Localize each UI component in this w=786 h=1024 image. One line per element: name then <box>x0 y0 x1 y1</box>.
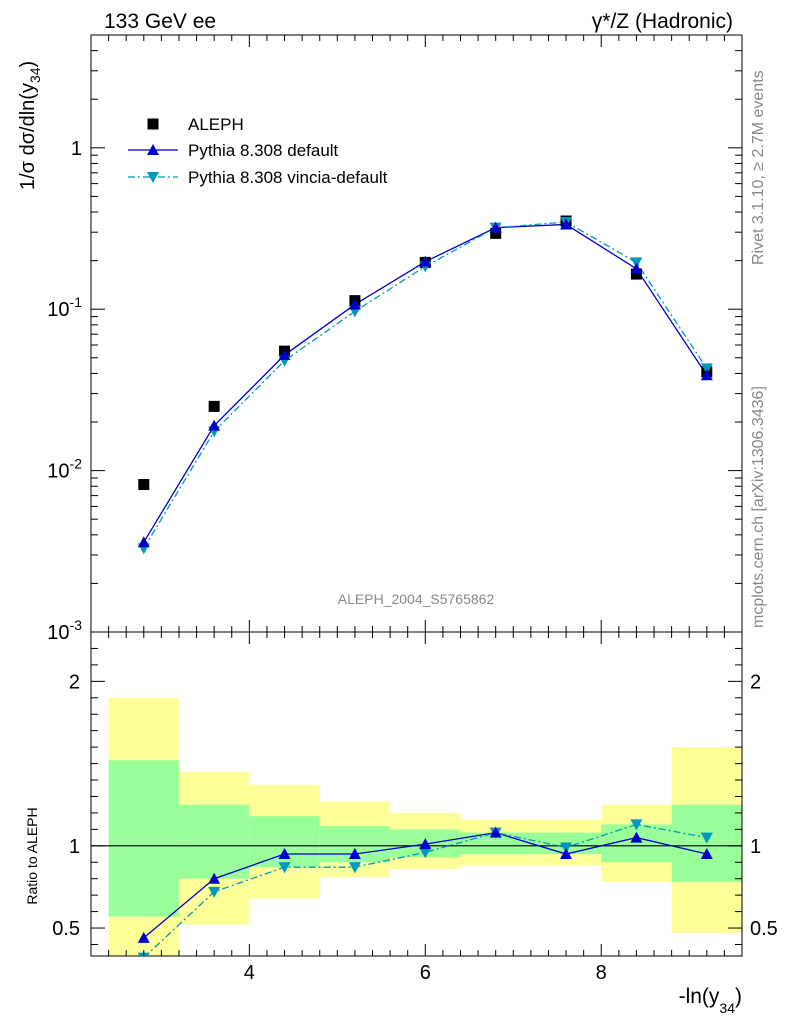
x-tick-label: 6 <box>420 962 431 984</box>
ratio-y-tick-label-right: 1 <box>750 836 761 858</box>
ratio-default-point <box>278 848 291 860</box>
band-inner-0 <box>108 760 179 917</box>
ratio-vincia-point <box>700 832 713 844</box>
ratio-y-tick-label-right: 0.5 <box>750 918 778 940</box>
header-right: γ*/Z (Hadronic) <box>592 10 733 33</box>
legend-aleph-marker <box>147 118 159 130</box>
y-tick-label: 10-1 <box>47 294 82 321</box>
default-point <box>700 369 713 381</box>
ratio-default-point <box>560 848 573 860</box>
legend: ALEPH Pythia 8.308 default Pythia 8.308 vi… <box>128 115 388 187</box>
default-point <box>489 221 502 233</box>
ratio-default-point <box>348 848 361 860</box>
default-point <box>208 419 221 431</box>
x-tick-label: 8 <box>596 962 607 984</box>
ratio-vincia-point <box>278 862 291 874</box>
ratio-default-point <box>419 838 432 850</box>
ratio-default-point <box>137 931 150 943</box>
analysis-watermark: ALEPH_2004_S5765862 <box>338 591 495 607</box>
aleph-point <box>630 268 642 280</box>
default-point <box>137 536 150 548</box>
main-y-axis-title: 1/σ dσ/dln(y34) <box>17 61 43 190</box>
ratio-vincia-point <box>630 819 643 831</box>
aleph-point <box>138 479 150 491</box>
ratio-vincia-point <box>419 847 432 859</box>
legend-label: Pythia 8.308 vincia-default <box>188 168 388 187</box>
ratio-y-axis-title: Ratio to ALEPH <box>24 807 40 904</box>
legend-label: Pythia 8.308 default <box>188 141 339 160</box>
series-layer <box>137 215 713 956</box>
ratio-vincia-line <box>144 823 707 956</box>
ratio-vincia-point <box>560 842 573 854</box>
ratio-y-tick-label-left: 1 <box>69 836 80 858</box>
ratio-y-tick-label-left: 0.5 <box>52 918 80 940</box>
default-point <box>560 218 573 230</box>
rivet-label: Rivet 3.1.10, ≥ 2.7M events <box>750 70 767 265</box>
ratio-series <box>137 819 713 956</box>
y-tick-label: 1 <box>71 138 82 160</box>
mcplots-label: mcplots.cern.ch [arXiv:1306.3436] <box>750 386 767 628</box>
ratio-y-tick-label-left: 2 <box>69 671 80 693</box>
legend-default-marker <box>147 144 159 155</box>
header-left: 133 GeV ee <box>104 10 216 33</box>
ratio-default-point <box>489 826 502 838</box>
ratio-bands <box>108 697 742 956</box>
default-point <box>348 298 361 310</box>
ratio-plot-frame <box>90 631 743 957</box>
legend-label: ALEPH <box>188 115 244 134</box>
ratio-vincia-point <box>348 862 361 874</box>
default-point <box>630 262 643 274</box>
x-axis-title: -ln(y34) <box>679 985 742 1016</box>
axis-ticks: 4 6 8 10-3 10-2 10-1 1 0.5 0.5 1 1 2 2 <box>47 34 778 984</box>
vincia-point <box>700 363 713 375</box>
ratio-default-point <box>630 831 643 843</box>
default-point <box>419 255 432 267</box>
ratio-y-tick-label-right: 2 <box>750 671 761 693</box>
legend-vincia-marker <box>147 172 159 183</box>
ratio-default-point <box>700 848 713 860</box>
default-point <box>278 349 291 361</box>
x-tick-label: 4 <box>244 962 255 984</box>
aleph-point <box>208 400 220 412</box>
band-inner-2 <box>249 816 320 868</box>
y-tick-label: 10-2 <box>47 456 82 483</box>
ratio-vincia-point <box>208 886 221 898</box>
y-tick-label: 10-3 <box>47 617 82 644</box>
ratio-default-point <box>208 872 221 884</box>
band-inner-1 <box>178 804 250 879</box>
